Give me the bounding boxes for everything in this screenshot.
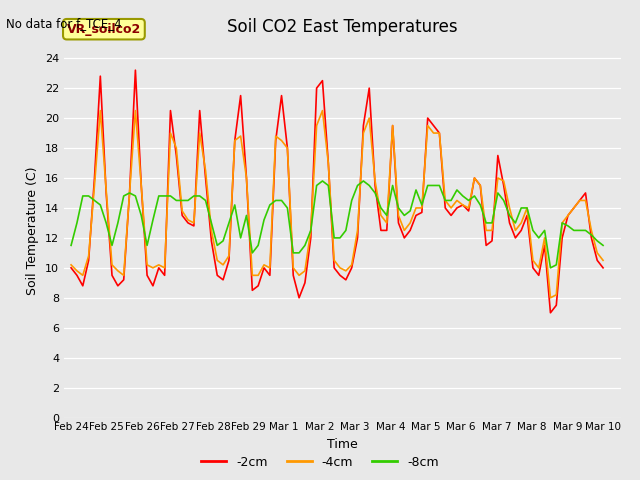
Line: -2cm: -2cm bbox=[71, 70, 603, 313]
-8cm bbox=[599, 242, 607, 248]
-2cm bbox=[388, 123, 396, 129]
-8cm bbox=[494, 190, 502, 196]
-8cm bbox=[547, 265, 554, 271]
-4cm bbox=[97, 108, 104, 113]
-8cm bbox=[488, 220, 496, 226]
-2cm bbox=[67, 265, 75, 271]
-4cm bbox=[500, 178, 508, 184]
-2cm bbox=[132, 67, 140, 73]
Line: -4cm: -4cm bbox=[71, 110, 603, 298]
-2cm bbox=[465, 208, 472, 214]
Legend: -2cm, -4cm, -8cm: -2cm, -4cm, -8cm bbox=[196, 451, 444, 474]
-2cm bbox=[494, 153, 502, 158]
-4cm bbox=[517, 220, 525, 226]
-2cm bbox=[599, 265, 607, 271]
-8cm bbox=[388, 182, 396, 188]
Title: Soil CO2 East Temperatures: Soil CO2 East Temperatures bbox=[227, 18, 458, 36]
-8cm bbox=[319, 178, 326, 184]
-8cm bbox=[465, 198, 472, 204]
Text: VR_soilco2: VR_soilco2 bbox=[67, 23, 141, 36]
Text: No data for f_TCE_4: No data for f_TCE_4 bbox=[6, 17, 122, 30]
-4cm bbox=[465, 205, 472, 211]
-2cm bbox=[488, 238, 496, 244]
Y-axis label: Soil Temperature (C): Soil Temperature (C) bbox=[26, 166, 39, 295]
X-axis label: Time: Time bbox=[327, 438, 358, 451]
-4cm bbox=[547, 295, 554, 300]
-2cm bbox=[547, 310, 554, 316]
-4cm bbox=[488, 228, 496, 233]
-2cm bbox=[500, 182, 508, 188]
-4cm bbox=[494, 175, 502, 181]
-8cm bbox=[517, 205, 525, 211]
-4cm bbox=[388, 123, 396, 129]
-8cm bbox=[67, 242, 75, 248]
-2cm bbox=[517, 228, 525, 233]
Line: -8cm: -8cm bbox=[71, 181, 603, 268]
-8cm bbox=[500, 198, 508, 204]
-4cm bbox=[67, 262, 75, 268]
-4cm bbox=[599, 257, 607, 263]
